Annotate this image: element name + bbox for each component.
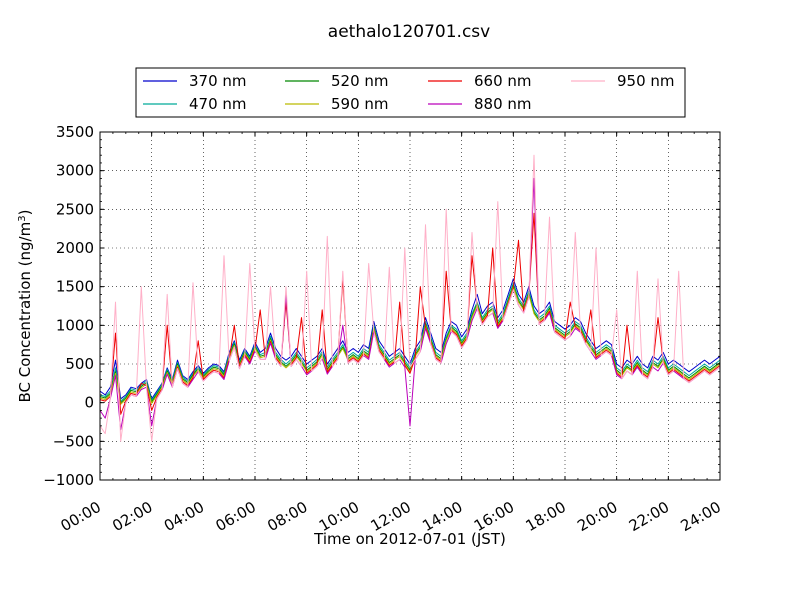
series-line-470-nm <box>99 282 721 402</box>
x-tick-label: 08:00 <box>264 498 310 535</box>
series-line-950-nm <box>99 154 721 442</box>
x-tick-label: 18:00 <box>523 498 569 535</box>
x-tick-label: 04:00 <box>161 498 207 535</box>
axis-ticks: 00:00 02:00 04:00 06:00 08:00 10:00 12:00 14:00… <box>43 123 724 535</box>
y-tick-label: −1000 <box>43 471 94 489</box>
chart-title: aethalo120701.csv <box>328 22 490 42</box>
legend-label: 590 nm <box>331 95 389 113</box>
legend: 370 nm 470 nm 520 nm 590 nm 660 nm 880 nm 950 … <box>135 67 686 118</box>
grid-lines <box>100 132 720 480</box>
legend-label: 370 nm <box>189 72 247 90</box>
legend-label: 950 nm <box>617 72 675 90</box>
x-tick-label: 20:00 <box>574 498 620 535</box>
y-axis-label-suffix: ) <box>16 210 34 216</box>
y-tick-label: 500 <box>65 355 94 373</box>
y-tick-label: −500 <box>53 432 94 450</box>
y-tick-label: 3000 <box>56 162 94 180</box>
y-tick-label: 2000 <box>56 239 94 257</box>
series-layer <box>99 154 721 442</box>
x-tick-label: 02:00 <box>109 498 155 535</box>
legend-box <box>135 67 686 118</box>
y-axis-label-superscript: 3 <box>17 215 28 221</box>
x-tick-label: 22:00 <box>626 498 672 535</box>
y-tick-label: 1000 <box>56 316 94 334</box>
legend-label: 660 nm <box>474 72 532 90</box>
legend-label: 470 nm <box>189 95 247 113</box>
y-tick-label: 0 <box>84 394 94 412</box>
x-tick-label: 00:00 <box>58 498 104 535</box>
y-axis-label-main: BC Concentration (ng/m <box>16 222 34 403</box>
series-line-520-nm <box>99 284 721 404</box>
x-tick-label: 06:00 <box>213 498 259 535</box>
x-tick-label: 24:00 <box>678 498 724 535</box>
x-axis-label: Time on 2012-07-01 (JST) <box>313 530 506 548</box>
y-tick-label: 2500 <box>56 200 94 218</box>
y-tick-label: 1500 <box>56 278 94 296</box>
legend-label: 880 nm <box>474 95 532 113</box>
legend-label: 520 nm <box>331 72 389 90</box>
y-tick-label: 3500 <box>56 123 94 141</box>
y-axis-label: BC Concentration (ng/m3) <box>16 210 34 403</box>
